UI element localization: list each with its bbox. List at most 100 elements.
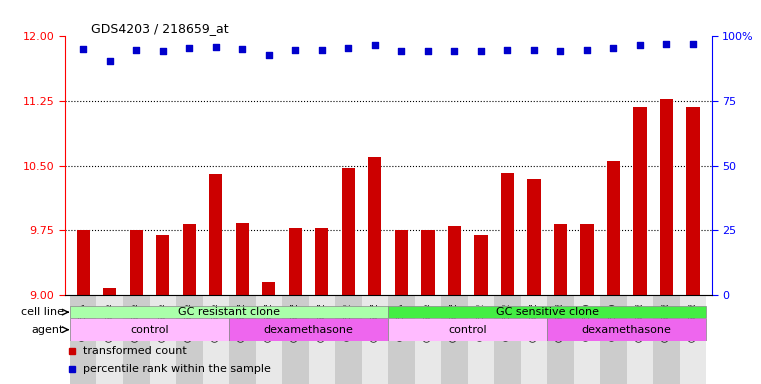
- Text: agent: agent: [32, 325, 64, 335]
- Point: [289, 47, 301, 53]
- Point: [263, 52, 275, 58]
- Bar: [70, 295, 97, 384]
- Bar: [70, 295, 97, 305]
- Bar: [335, 295, 361, 384]
- Bar: [156, 235, 170, 295]
- Point: [236, 46, 248, 53]
- Bar: [103, 288, 116, 295]
- Bar: [229, 295, 256, 305]
- Bar: [501, 173, 514, 295]
- Point: [369, 42, 381, 48]
- Point: [554, 48, 566, 54]
- Bar: [236, 223, 249, 295]
- Bar: [686, 107, 699, 295]
- Bar: [97, 295, 123, 305]
- Point: [687, 41, 699, 47]
- Bar: [554, 224, 567, 295]
- Bar: [600, 295, 627, 384]
- Bar: [342, 168, 355, 295]
- Bar: [308, 295, 335, 384]
- Bar: [422, 230, 435, 295]
- Bar: [660, 99, 673, 295]
- Bar: [547, 295, 574, 305]
- Bar: [441, 295, 468, 305]
- Bar: [680, 295, 706, 305]
- Bar: [263, 282, 275, 295]
- Bar: [176, 295, 202, 305]
- Bar: [653, 295, 680, 305]
- Bar: [468, 295, 494, 384]
- Text: transformed count: transformed count: [83, 346, 186, 356]
- Bar: [494, 295, 521, 384]
- Bar: [627, 295, 653, 305]
- Bar: [574, 295, 600, 384]
- Point: [607, 45, 619, 51]
- Text: cell line: cell line: [21, 307, 64, 317]
- Bar: [441, 295, 468, 384]
- Bar: [653, 295, 680, 384]
- Text: control: control: [448, 325, 487, 335]
- Point: [183, 45, 196, 51]
- Bar: [607, 161, 620, 295]
- Point: [342, 45, 355, 51]
- Bar: [388, 295, 415, 384]
- Bar: [547, 295, 574, 384]
- Bar: [468, 295, 494, 305]
- Bar: [282, 295, 308, 305]
- Bar: [209, 174, 222, 295]
- Point: [130, 47, 142, 53]
- Point: [448, 48, 460, 54]
- Point: [157, 48, 169, 54]
- Bar: [288, 228, 302, 295]
- Bar: [256, 295, 282, 305]
- Bar: [521, 295, 547, 305]
- Bar: [229, 295, 256, 384]
- Bar: [415, 295, 441, 384]
- Bar: [388, 318, 547, 341]
- Bar: [627, 295, 653, 384]
- Bar: [574, 295, 600, 305]
- Bar: [680, 295, 706, 384]
- Bar: [395, 230, 408, 295]
- Bar: [527, 179, 540, 295]
- Bar: [202, 295, 229, 384]
- Bar: [447, 226, 461, 295]
- Point: [103, 58, 116, 64]
- Bar: [70, 306, 388, 318]
- Bar: [129, 230, 143, 295]
- Text: dexamethasone: dexamethasone: [263, 325, 354, 335]
- Bar: [521, 295, 547, 384]
- Bar: [388, 306, 706, 318]
- Bar: [368, 157, 381, 295]
- Point: [634, 42, 646, 48]
- Point: [661, 41, 673, 47]
- Text: GDS4203 / 218659_at: GDS4203 / 218659_at: [91, 22, 228, 35]
- Bar: [547, 318, 706, 341]
- Bar: [474, 235, 488, 295]
- Bar: [494, 295, 521, 305]
- Text: GC sensitive clone: GC sensitive clone: [495, 307, 599, 317]
- Point: [528, 47, 540, 53]
- Bar: [308, 295, 335, 305]
- Bar: [229, 318, 388, 341]
- Bar: [282, 295, 308, 384]
- Bar: [149, 295, 176, 305]
- Point: [475, 48, 487, 54]
- Bar: [388, 295, 415, 305]
- Bar: [97, 295, 123, 384]
- Text: percentile rank within the sample: percentile rank within the sample: [83, 364, 271, 374]
- Bar: [315, 228, 329, 295]
- Bar: [633, 107, 647, 295]
- Bar: [176, 295, 202, 384]
- Bar: [335, 295, 361, 305]
- Bar: [415, 295, 441, 305]
- Bar: [123, 295, 149, 384]
- Point: [395, 48, 407, 54]
- Text: control: control: [130, 325, 169, 335]
- Bar: [361, 295, 388, 384]
- Point: [501, 47, 514, 53]
- Bar: [70, 318, 229, 341]
- Bar: [581, 223, 594, 295]
- Bar: [77, 230, 90, 295]
- Point: [581, 47, 593, 53]
